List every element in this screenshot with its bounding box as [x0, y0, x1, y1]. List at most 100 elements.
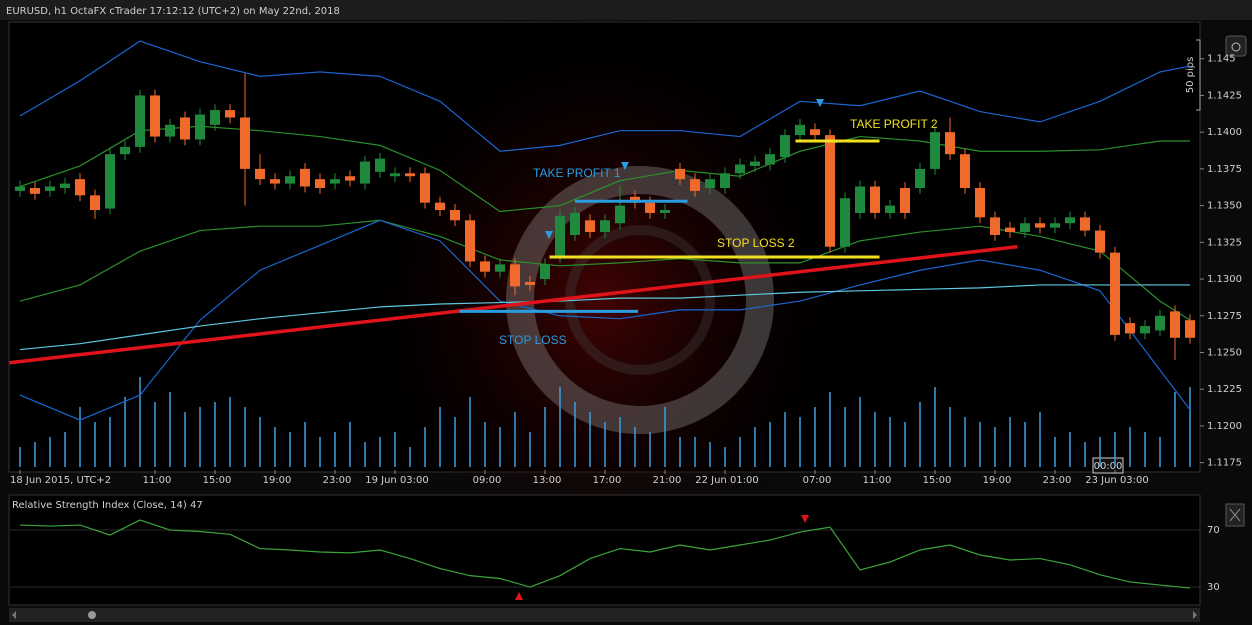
- candle-body: [480, 261, 490, 272]
- candle-body: [1020, 223, 1030, 233]
- x-tick-label: 11:00: [863, 475, 892, 486]
- candle-body: [540, 264, 550, 280]
- candle-body: [225, 110, 235, 118]
- candle-body: [90, 195, 100, 211]
- y-tick-label: 1.1225: [1207, 384, 1242, 395]
- candle-body: [465, 220, 475, 262]
- candle-body: [510, 264, 520, 287]
- pips-bracket: [1196, 39, 1201, 111]
- candle-body: [870, 186, 880, 213]
- indicator-line: [19, 219, 1191, 321]
- close-icon: [1229, 508, 1241, 522]
- indicator-line: [19, 125, 1190, 213]
- candle-body: [780, 135, 790, 158]
- level-label: TAKE PROFIT 2: [850, 117, 938, 131]
- candle-body: [855, 186, 865, 213]
- candle-body: [255, 168, 265, 180]
- candle-body: [885, 205, 895, 213]
- candle-body: [765, 154, 775, 165]
- x-tick-label: 23:00: [1043, 475, 1072, 486]
- y-tick-label: 1.1375: [1207, 164, 1242, 175]
- y-tick-label: 1.1175: [1207, 458, 1242, 469]
- candle-body: [180, 117, 190, 140]
- candle-body: [600, 220, 610, 233]
- candle-body: [435, 202, 445, 211]
- candle-body: [690, 179, 700, 191]
- candle-body: [900, 187, 910, 213]
- rsi-title: Relative Strength Index (Close, 14) 47: [12, 500, 203, 511]
- x-tick-label: 23 Jun 03:00: [1085, 475, 1149, 486]
- candle-body: [75, 179, 85, 196]
- x-tick-label: 17:00: [593, 475, 622, 486]
- candle-body: [1005, 227, 1015, 233]
- candle-body: [675, 168, 685, 180]
- x-tick-label: 23:00: [323, 475, 352, 486]
- candle-body: [1185, 320, 1195, 338]
- candle-body: [150, 95, 160, 137]
- candle-body: [735, 164, 745, 174]
- screenshot-button[interactable]: [1225, 35, 1247, 57]
- candle-body: [315, 179, 325, 188]
- y-tick-label: 1.1275: [1207, 311, 1242, 322]
- trendline: [9, 244, 1018, 365]
- candle-body: [300, 168, 310, 187]
- y-tick-label: 1.145: [1207, 54, 1236, 65]
- candle-body: [1095, 230, 1105, 253]
- candle-body: [120, 146, 130, 155]
- candle-body: [30, 187, 40, 194]
- level-label: TAKE PROFIT 1: [533, 166, 621, 180]
- y-tick-label: 1.1200: [1207, 421, 1242, 432]
- candle-body: [165, 124, 175, 137]
- candle-body: [390, 173, 400, 177]
- rsi-line: [19, 519, 1191, 589]
- candle-body: [210, 110, 220, 125]
- candle-body: [810, 129, 820, 136]
- candle-body: [1050, 223, 1060, 228]
- scrollbar-thumb[interactable]: [88, 611, 96, 619]
- y-tick-label: 1.1425: [1207, 90, 1242, 101]
- candle-body: [1125, 323, 1135, 334]
- candle-body: [645, 202, 655, 213]
- chart-title: EURUSD, h1 OctaFX cTrader 17:12:12 (UTC+…: [6, 6, 340, 17]
- cursor-time: 00:00: [1094, 461, 1123, 472]
- candle-body: [135, 95, 145, 147]
- x-tick-label: 19:00: [983, 475, 1012, 486]
- candle-body: [1155, 315, 1165, 331]
- candle-body: [240, 117, 250, 169]
- y-tick-label: 1.1325: [1207, 237, 1242, 248]
- candle-body: [750, 161, 760, 166]
- candle-body: [105, 154, 115, 209]
- x-tick-label: 15:00: [923, 475, 952, 486]
- x-tick-label: 19:00: [263, 475, 292, 486]
- candle-body: [60, 183, 70, 188]
- indicator-line: [19, 40, 1191, 152]
- x-tick-label: 21:00: [653, 475, 682, 486]
- candle-body: [1170, 311, 1180, 338]
- y-tick-label: 1.1350: [1207, 201, 1242, 212]
- candle-body: [915, 168, 925, 188]
- candle-body: [840, 198, 850, 247]
- candle-body: [405, 173, 415, 177]
- candle-body: [825, 135, 835, 247]
- candle-body: [705, 179, 715, 188]
- y-tick-label: 70: [1207, 525, 1220, 536]
- candle-body: [930, 132, 940, 169]
- candle-body: [525, 281, 535, 285]
- candle-body: [555, 215, 565, 258]
- level-label: STOP LOSS: [499, 333, 567, 347]
- scrollbar[interactable]: [9, 608, 1200, 622]
- level-label: STOP LOSS 2: [717, 236, 795, 250]
- candle-body: [990, 217, 1000, 235]
- candle-body: [420, 173, 430, 203]
- rsi-panel: [8, 494, 1201, 606]
- candle-body: [345, 176, 355, 181]
- y-tick-label: 30: [1207, 582, 1220, 593]
- candle-body: [720, 173, 730, 188]
- x-tick-label: 22 Jun 01:00: [695, 475, 759, 486]
- candle-body: [960, 154, 970, 188]
- candle-body: [585, 220, 595, 233]
- rsi-sell-arrow: [801, 515, 809, 523]
- candle-body: [975, 187, 985, 218]
- candle-body: [495, 264, 505, 272]
